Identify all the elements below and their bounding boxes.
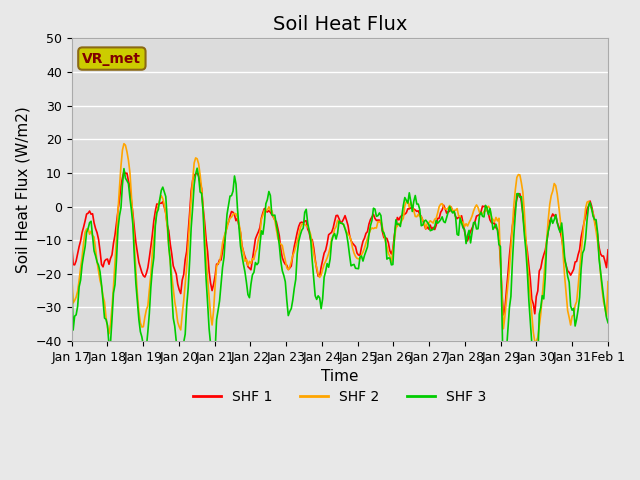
SHF 2 [577, 250, 585, 256]
SHF 3 [577, 266, 585, 272]
SHF 1 [604, 247, 612, 252]
SHF 1 [229, 209, 237, 215]
SHF 3 [304, 220, 312, 226]
SHF 2 [304, 224, 312, 229]
SHF 3 [193, 165, 201, 171]
Line: SHF 1: SHF 1 [72, 171, 608, 315]
SHF 3 [532, 399, 540, 405]
SHF 1 [135, 260, 143, 265]
X-axis label: Time: Time [321, 370, 358, 384]
SHF 1 [304, 226, 312, 232]
SHF 2 [68, 270, 76, 276]
Y-axis label: Soil Heat Flux (W/m2): Soil Heat Flux (W/m2) [15, 107, 30, 273]
SHF 2 [120, 141, 128, 146]
SHF 2 [604, 279, 612, 285]
Text: VR_met: VR_met [83, 51, 141, 66]
SHF 3 [604, 320, 612, 325]
Title: Soil Heat Flux: Soil Heat Flux [273, 15, 407, 34]
SHF 2 [135, 309, 143, 314]
SHF 1 [120, 168, 128, 174]
SHF 3 [256, 242, 264, 248]
Line: SHF 3: SHF 3 [72, 168, 608, 402]
SHF 1 [500, 312, 508, 318]
SHF 1 [247, 267, 255, 273]
SHF 2 [247, 261, 255, 266]
SHF 1 [577, 235, 585, 240]
SHF 2 [531, 339, 539, 345]
SHF 3 [247, 281, 255, 287]
Line: SHF 2: SHF 2 [72, 144, 608, 342]
SHF 1 [256, 225, 264, 230]
SHF 2 [229, 212, 237, 217]
SHF 1 [68, 239, 76, 245]
SHF 2 [256, 231, 264, 237]
SHF 3 [229, 188, 237, 194]
Legend: SHF 1, SHF 2, SHF 3: SHF 1, SHF 2, SHF 3 [188, 385, 492, 410]
SHF 3 [68, 269, 76, 275]
SHF 3 [134, 299, 141, 304]
